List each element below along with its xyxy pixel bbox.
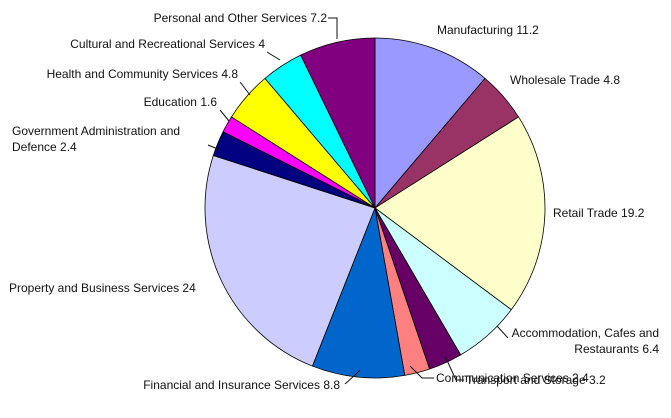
slice-label-cultural-and-recreational-services: Cultural and Recreational Services 4 [70, 37, 265, 51]
pie-slice-manufacturing [374, 37, 486, 210]
slice-label-wholesale-trade: Wholesale Trade 4.8 [510, 73, 620, 87]
slice-label-government-administration-and-defence: Government Administration and Defence 2.4 [12, 124, 180, 154]
slice-label-communication-services: Communication Services 2.4 [436, 371, 589, 385]
leader-line-cultural-and-recreational-services [266, 51, 281, 61]
slice-label-retail-trade: Retail Trade 19.2 [553, 206, 645, 220]
slice-label-health-and-community-services: Health and Community Services 4.8 [47, 67, 239, 81]
leader-line-health-and-community-services [239, 81, 251, 96]
leader-line-education [219, 109, 230, 122]
leader-lines-layer [207, 17, 509, 385]
leader-line-communication-services [409, 365, 434, 379]
leader-line-transport-and-storage [444, 355, 464, 381]
slice-label-personal-and-other-services: Personal and Other Services 7.2 [154, 11, 328, 25]
slice-label-transport-and-storage: Transport and Storage 3.2 [466, 373, 606, 387]
pie-slice-retail-trade [374, 116, 546, 311]
pie-slice-personal-and-other-services [300, 37, 376, 209]
slice-label-education: Education 1.6 [144, 95, 218, 109]
pie-slice-property-and-business-services [204, 154, 376, 367]
leader-line-financial-and-insurance-services [344, 369, 361, 385]
slice-label-manufacturing: Manufacturing 11.2 [437, 23, 539, 37]
slice-label-financial-and-insurance-services: Financial and Insurance Services 8.8 [143, 378, 340, 392]
slice-label-accommodation-cafes-and-restaurants: Accommodation, Cafes and Restaurants 6.4 [512, 326, 660, 356]
leader-line-accommodation-cafes-and-restaurants [496, 325, 509, 339]
pie-slice-financial-and-insurance-services [311, 206, 406, 379]
slice-label-property-and-business-services: Property and Business Services 24 [9, 281, 196, 295]
labels-layer: Manufacturing 11.2 Wholesale Trade 4.8 Ret… [9, 11, 659, 392]
slices-layer [204, 37, 546, 379]
leader-line-personal-and-other-services [328, 17, 338, 39]
leader-line-government-administration-and-defence [207, 144, 221, 151]
